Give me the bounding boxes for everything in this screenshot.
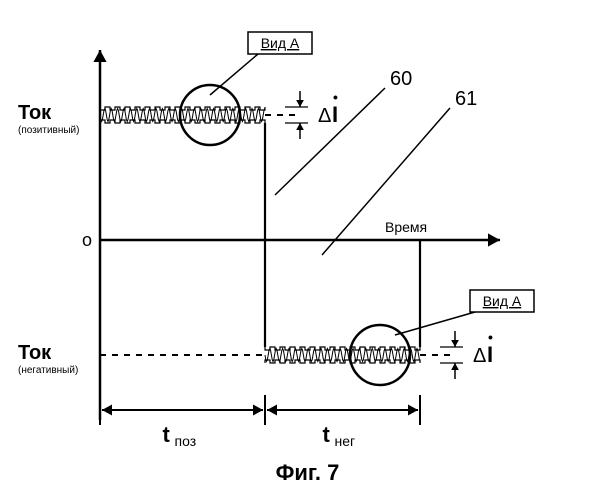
- svg-text:I: I: [487, 342, 493, 367]
- svg-text:61: 61: [455, 88, 477, 110]
- current-positive-label: Ток: [18, 102, 52, 124]
- dashed-baselines: [100, 115, 455, 355]
- x-axis-label: Время: [385, 219, 427, 235]
- svg-text:Вид А: Вид А: [261, 35, 300, 51]
- svg-text:нег: нег: [335, 433, 356, 449]
- svg-text:Δ: Δ: [318, 105, 331, 127]
- current-negative-sublabel: (негативный): [18, 365, 78, 376]
- time-span-arrows: tпозtнег: [100, 395, 420, 449]
- svg-text:•: •: [333, 89, 338, 105]
- svg-text:t: t: [163, 422, 171, 447]
- svg-text:Δ: Δ: [473, 345, 486, 367]
- svg-text:I: I: [332, 102, 338, 127]
- svg-text:поз: поз: [175, 433, 197, 449]
- current-waveform-diagram: ΔI•ΔI• tпозtнег Вид АВид А6061 оВремяТок…: [0, 0, 615, 500]
- detail-circles: [180, 85, 410, 385]
- svg-text:Вид А: Вид А: [483, 293, 522, 309]
- figure-caption: Фиг. 7: [0, 460, 615, 486]
- current-negative-label: Ток: [18, 342, 52, 364]
- callouts: Вид А Вид А 60 61: [210, 32, 534, 335]
- svg-text:•: •: [488, 329, 493, 345]
- axes: [93, 50, 500, 420]
- negative-ripple-band: [265, 347, 420, 363]
- svg-text:60: 60: [390, 68, 412, 90]
- svg-text:t: t: [323, 422, 331, 447]
- origin-label: о: [82, 230, 92, 250]
- current-positive-sublabel: (позитивный): [18, 125, 79, 136]
- waveform-transitions: [265, 123, 420, 347]
